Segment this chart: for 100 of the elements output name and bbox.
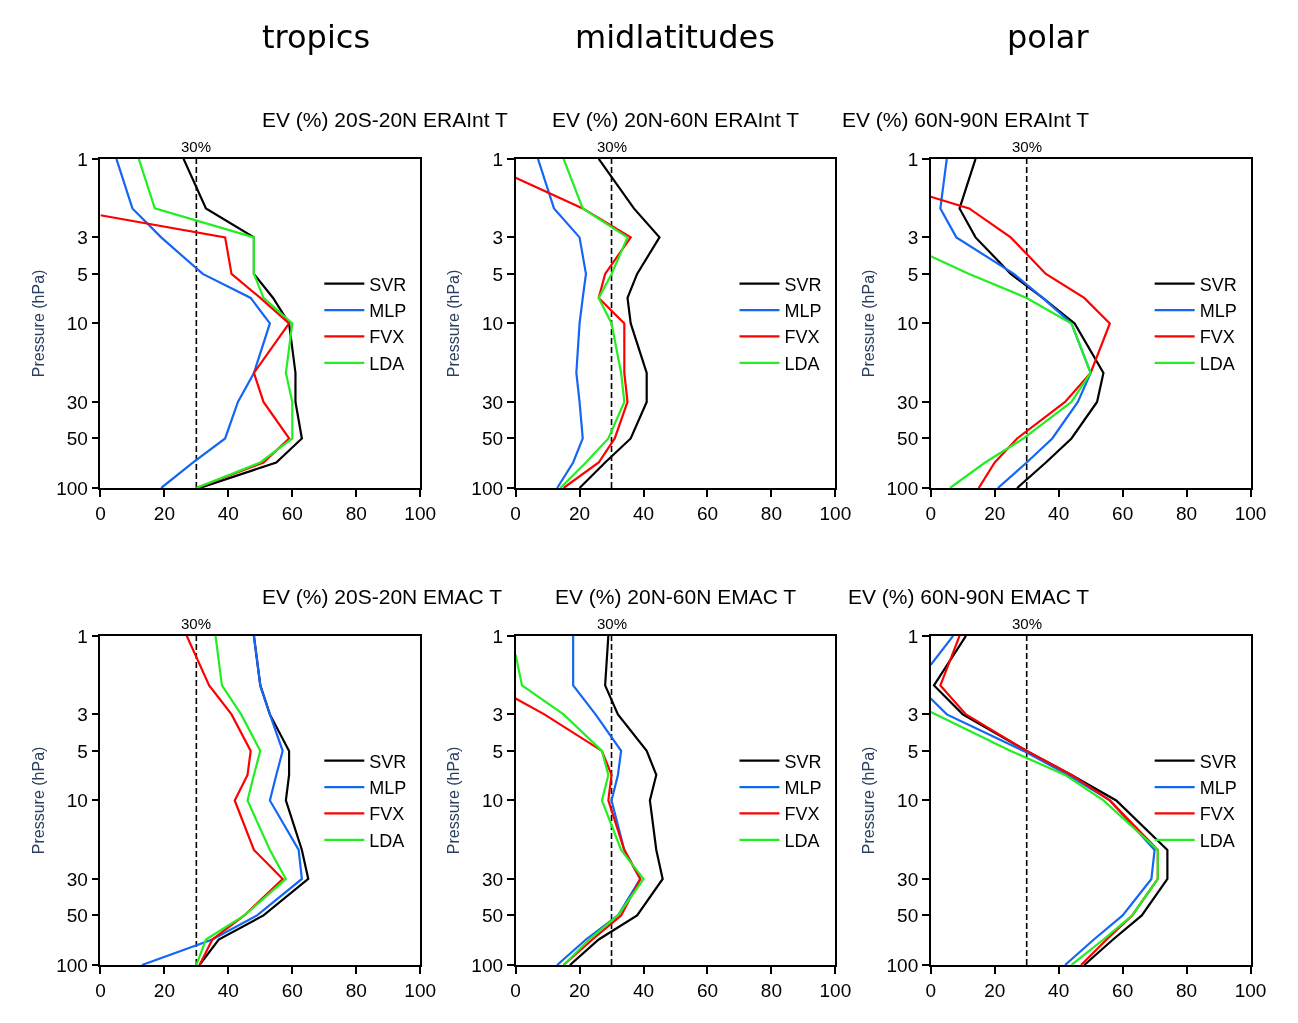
- line-series: [515, 176, 632, 488]
- legend-label: LDA: [784, 353, 820, 374]
- legend-label: MLP: [1199, 301, 1237, 322]
- y-tick-label: 10: [897, 313, 919, 335]
- x-tick-label: 60: [696, 502, 719, 524]
- legend-label: SVR: [1199, 274, 1237, 295]
- y-tick-label: 100: [886, 477, 919, 499]
- y-axis-title: Pressure (hPa): [444, 746, 462, 855]
- chart-subtitle: EV (%) 20S-20N ERAInt T: [262, 108, 509, 131]
- legend-label: FVX: [784, 804, 820, 825]
- legend-label: SVR: [784, 751, 822, 772]
- x-tick-label: 40: [1048, 979, 1070, 1001]
- x-tick-label: 0: [925, 502, 937, 524]
- chart-title: midlatitudes: [575, 18, 775, 56]
- ref-line-label: 30%: [181, 138, 212, 155]
- legend-label: FVX: [1199, 804, 1235, 825]
- y-tick-label: 3: [492, 704, 504, 726]
- y-tick-label: 3: [77, 227, 88, 249]
- x-tick-label: 80: [760, 502, 782, 524]
- line-series: [930, 255, 1092, 488]
- y-tick-label: 30: [897, 868, 919, 890]
- y-tick-label: 1: [907, 625, 919, 647]
- legend-label: MLP: [369, 778, 407, 799]
- y-tick-label: 30: [66, 391, 88, 413]
- x-tick-label: 20: [984, 979, 1006, 1001]
- y-tick-label: 10: [66, 790, 88, 812]
- legend-label: MLP: [369, 301, 407, 322]
- line-series: [536, 158, 588, 488]
- legend-label: SVR: [369, 751, 407, 772]
- x-tick-label: 0: [925, 979, 937, 1001]
- chart-subtitle: EV (%) 60N-90N ERAInt T: [842, 108, 1090, 131]
- y-tick-label: 5: [492, 740, 504, 762]
- chart-subtitle: EV (%) 60N-90N EMAC T: [848, 585, 1090, 608]
- legend-label: FVX: [784, 327, 820, 348]
- chart-subtitle: EV (%) 20N-60N ERAInt T: [552, 108, 800, 131]
- legend-label: LDA: [784, 830, 820, 851]
- x-tick-label: 100: [404, 502, 437, 524]
- y-tick-label: 100: [56, 477, 88, 499]
- x-tick-label: 40: [632, 502, 655, 524]
- y-tick-label: 5: [77, 740, 88, 762]
- x-tick-label: 60: [281, 502, 303, 524]
- y-tick-label: 50: [481, 905, 504, 927]
- ref-line-label: 30%: [597, 615, 628, 632]
- x-tick-label: 60: [1112, 979, 1134, 1001]
- x-tick-label: 80: [345, 502, 367, 524]
- y-tick-label: 10: [66, 313, 88, 335]
- y-tick-label: 1: [492, 625, 504, 647]
- y-tick-label: 3: [907, 227, 919, 249]
- y-tick-label: 10: [481, 790, 504, 812]
- legend-label: FVX: [1199, 327, 1235, 348]
- y-tick-label: 5: [77, 263, 88, 285]
- ref-line-label: 30%: [181, 615, 212, 632]
- legend-label: FVX: [369, 804, 405, 825]
- x-tick-label: 60: [281, 979, 303, 1001]
- y-tick-label: 50: [897, 905, 919, 927]
- ref-line-label: 30%: [597, 138, 628, 155]
- x-tick-label: 40: [1048, 502, 1070, 524]
- legend-label: FVX: [369, 327, 405, 348]
- line-series: [930, 710, 1159, 965]
- line-series: [515, 653, 645, 965]
- y-tick-label: 10: [897, 790, 919, 812]
- line-series: [115, 158, 271, 488]
- y-tick-label: 30: [66, 868, 88, 890]
- y-axis-title: Pressure (hPa): [859, 746, 877, 855]
- legend-label: LDA: [1199, 353, 1235, 374]
- x-tick-label: 20: [153, 502, 175, 524]
- x-tick-label: 80: [1176, 979, 1198, 1001]
- x-tick-label: 80: [345, 979, 367, 1001]
- legend-label: SVR: [784, 274, 822, 295]
- y-tick-label: 5: [907, 263, 919, 285]
- y-tick-label: 50: [66, 905, 88, 927]
- x-tick-label: 20: [568, 979, 591, 1001]
- x-tick-label: 40: [217, 502, 239, 524]
- y-tick-label: 100: [886, 954, 919, 976]
- x-tick-label: 0: [510, 502, 521, 524]
- y-tick-label: 3: [492, 227, 504, 249]
- x-tick-label: 0: [95, 502, 106, 524]
- x-tick-label: 60: [1112, 502, 1134, 524]
- x-tick-label: 20: [984, 502, 1006, 524]
- y-tick-label: 10: [481, 313, 504, 335]
- y-tick-label: 30: [481, 391, 504, 413]
- x-tick-label: 100: [819, 979, 852, 1001]
- x-tick-label: 100: [404, 979, 437, 1001]
- y-tick-label: 1: [907, 148, 919, 170]
- x-tick-label: 40: [632, 979, 655, 1001]
- y-tick-label: 50: [66, 428, 88, 450]
- x-tick-label: 0: [510, 979, 521, 1001]
- legend-label: MLP: [784, 778, 822, 799]
- chart-subtitle: EV (%) 20N-60N EMAC T: [555, 585, 797, 608]
- line-series: [559, 158, 629, 488]
- y-tick-label: 5: [492, 263, 504, 285]
- chart-subtitle: EV (%) 20S-20N EMAC T: [262, 585, 503, 608]
- x-tick-label: 100: [1234, 502, 1267, 524]
- y-tick-label: 50: [481, 428, 504, 450]
- legend-label: SVR: [369, 274, 407, 295]
- y-tick-label: 30: [897, 391, 919, 413]
- ref-line-label: 30%: [1012, 615, 1043, 632]
- x-tick-label: 20: [568, 502, 591, 524]
- y-axis-title: Pressure (hPa): [29, 269, 47, 378]
- ref-line-label: 30%: [1012, 138, 1043, 155]
